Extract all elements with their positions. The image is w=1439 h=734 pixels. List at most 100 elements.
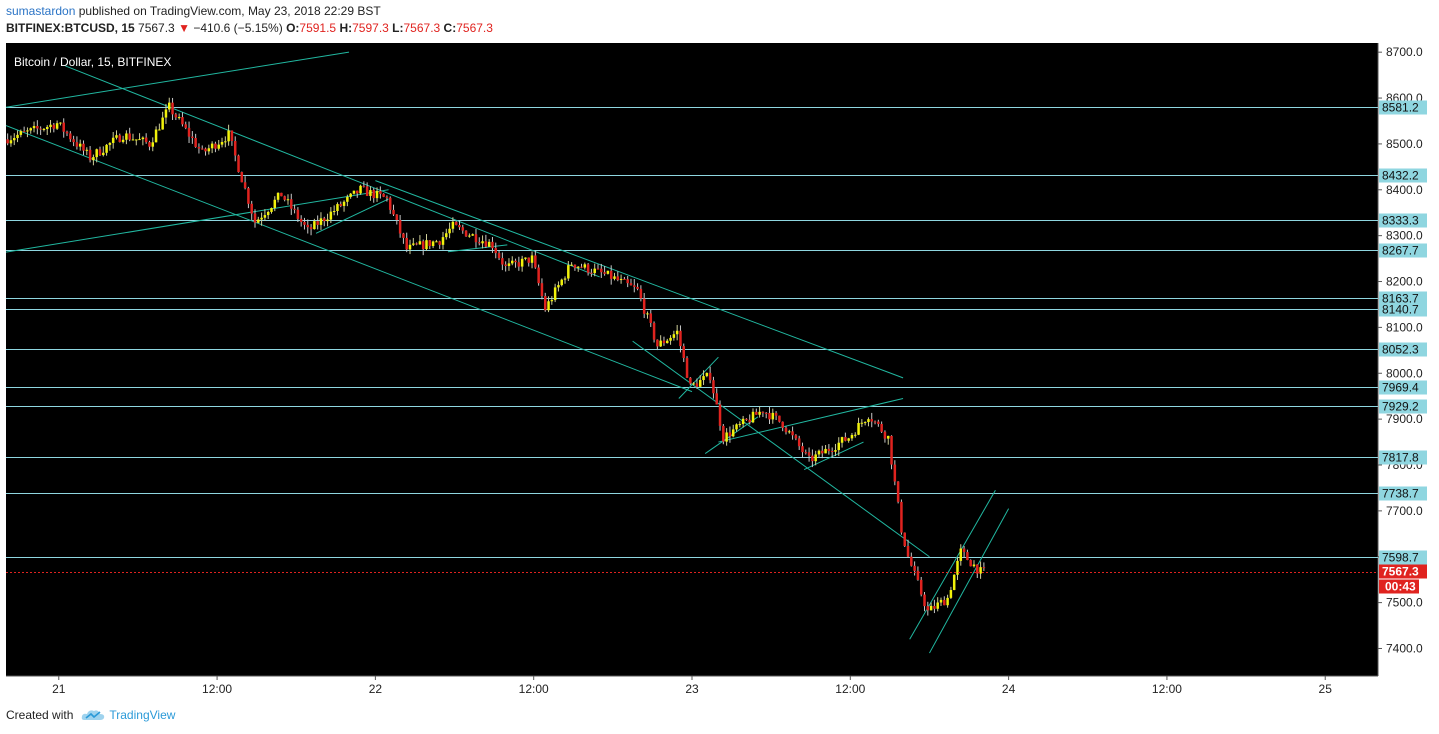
candle [520, 255, 524, 272]
candle [303, 217, 306, 230]
high-value: 7597.3 [352, 21, 389, 35]
candle [642, 293, 646, 319]
candle [781, 421, 784, 432]
level-label: 7929.2 [1382, 400, 1419, 414]
candle [29, 127, 32, 134]
trend-line[interactable] [5, 189, 389, 253]
candle [349, 192, 352, 199]
tradingview-logo-icon[interactable] [81, 708, 105, 722]
candle [408, 239, 412, 255]
candle [451, 217, 455, 233]
time-tick-label: 12:00 [835, 682, 865, 696]
candle [497, 250, 501, 261]
candle [761, 411, 765, 417]
candle [65, 130, 69, 137]
price-chart[interactable]: 7567.300:43 7400.07500.07600.07700.07800… [0, 0, 1439, 700]
candle [369, 186, 372, 201]
candle [919, 576, 923, 597]
trend-line[interactable] [909, 489, 996, 640]
candle [791, 426, 794, 440]
candle [92, 154, 95, 166]
candle [286, 194, 290, 205]
trend-line[interactable] [65, 65, 600, 278]
candle [82, 140, 85, 156]
candle [431, 240, 435, 249]
candle [741, 415, 745, 428]
candle [454, 220, 458, 226]
level-label: 7738.7 [1382, 487, 1419, 501]
candle [636, 283, 639, 291]
price-tick-label: 8000.0 [1386, 366, 1423, 380]
candle [379, 186, 382, 199]
level-label: 8163.7 [1382, 292, 1419, 306]
candle [412, 237, 415, 247]
last-price-text: 7567.3 [138, 21, 175, 35]
time-tick-label: 22 [369, 682, 383, 696]
candle [187, 121, 191, 144]
candle [570, 262, 573, 266]
author-link[interactable]: sumastardon [6, 4, 76, 18]
trend-line[interactable] [5, 51, 350, 108]
close-value: 7567.3 [456, 21, 493, 35]
candle [817, 449, 821, 458]
tradingview-link[interactable]: TradingView [109, 708, 176, 722]
trend-lines [5, 51, 1010, 654]
candle [514, 258, 517, 268]
candle [933, 599, 936, 614]
candle [204, 147, 207, 156]
trend-line[interactable] [632, 340, 930, 558]
candle [527, 257, 530, 267]
candle [639, 285, 643, 302]
candle [771, 408, 775, 424]
candle [590, 268, 593, 277]
candle [174, 112, 178, 121]
candle [939, 597, 943, 606]
candle [481, 235, 484, 249]
candle [243, 176, 247, 190]
candle [266, 210, 270, 219]
candle [666, 338, 669, 344]
candle [626, 275, 629, 288]
trend-line[interactable] [5, 125, 693, 393]
candle [553, 283, 557, 303]
candle [247, 186, 250, 209]
trend-line[interactable] [315, 198, 389, 234]
candle [731, 424, 735, 438]
trend-line[interactable] [718, 398, 904, 443]
candle [540, 278, 544, 300]
candle [886, 435, 890, 445]
candle [867, 417, 870, 427]
candle [969, 559, 972, 567]
trend-line[interactable] [929, 508, 1010, 654]
candle [976, 564, 979, 579]
trend-line[interactable] [704, 416, 759, 454]
candle [392, 204, 395, 217]
trend-line[interactable] [678, 356, 719, 399]
candle [560, 278, 563, 287]
candle [530, 251, 534, 269]
candle [290, 193, 293, 215]
candle [840, 436, 844, 448]
candle [692, 382, 695, 386]
candle [253, 209, 257, 228]
level-label: 8267.7 [1382, 244, 1419, 258]
level-label-box [1379, 486, 1427, 501]
candle [616, 271, 620, 282]
candle [405, 232, 408, 253]
candle [49, 120, 52, 133]
trend-line[interactable] [803, 441, 864, 471]
chart-header: sumastardon published on TradingView.com… [6, 3, 493, 37]
candle [728, 426, 732, 443]
candle [26, 127, 29, 138]
candle [131, 133, 135, 141]
trend-line[interactable] [447, 244, 508, 253]
level-label-box [1379, 213, 1427, 228]
candle [478, 237, 481, 246]
candle [702, 370, 705, 385]
candle [778, 415, 781, 423]
candle [524, 257, 527, 261]
time-tick-labels: 21 12:00 22 12:00 23 12:00 24 12:00 25 [52, 676, 1332, 696]
trend-line[interactable] [375, 180, 904, 379]
candle [784, 426, 788, 435]
